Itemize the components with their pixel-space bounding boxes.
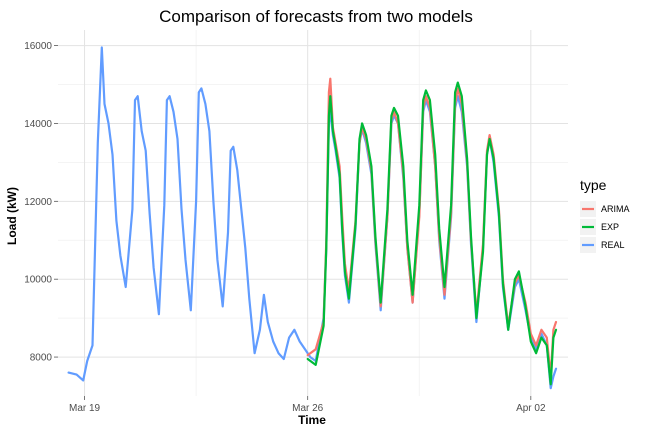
x-tick-label: Apr 02 [516, 403, 546, 414]
x-tick-label: Mar 26 [292, 403, 324, 414]
legend-items: ARIMA EXP REAL [580, 201, 630, 253]
y-tick-label: 14000 [24, 119, 52, 130]
legend-label-exp: EXP [601, 222, 619, 232]
y-tick-label: 10000 [24, 275, 52, 286]
gridlines [58, 30, 568, 396]
legend-label-real: REAL [601, 240, 625, 250]
legend-label-arima: ARIMA [601, 204, 630, 214]
x-axis-title: Time [298, 413, 326, 427]
y-tick-label: 16000 [24, 41, 52, 52]
legend-title: type [580, 177, 607, 193]
legend: type ARIMA EXP REAL [580, 177, 630, 253]
series-line-exp [306, 81, 558, 386]
series-lines [67, 46, 558, 390]
y-tick-label: 12000 [24, 197, 52, 208]
axes: 8000 10000 12000 14000 16000 Mar 19 Mar 26 Apr … [24, 41, 546, 414]
chart-title: Comparison of forecasts from two models [159, 7, 473, 26]
x-tick-label: Mar 19 [69, 403, 101, 414]
y-axis-title: Load (kW) [5, 187, 19, 245]
y-tick-label: 8000 [30, 353, 53, 364]
